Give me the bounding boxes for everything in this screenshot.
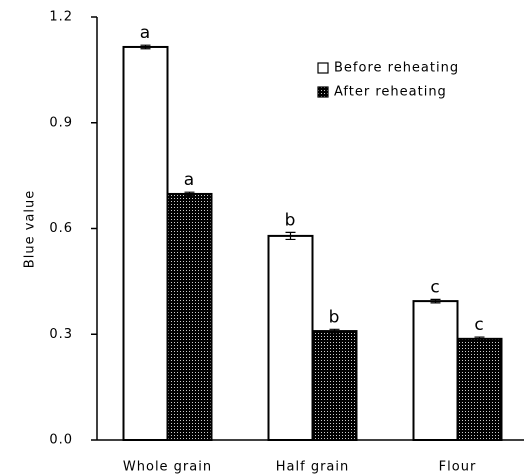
y-tick-label: 0.3 — [49, 327, 73, 342]
x-tick-label: Flour — [439, 460, 477, 475]
x-tick-label: Whole grain — [123, 460, 212, 475]
y-tick-label: 0.0 — [49, 433, 73, 448]
bar — [267, 234, 314, 441]
y-axis-label: Blue value — [23, 190, 38, 268]
x-tick-label: Half grain — [276, 460, 349, 475]
error-bar — [184, 191, 195, 197]
annotation: b — [329, 307, 341, 327]
error-bar — [474, 336, 485, 342]
annotation: b — [285, 210, 297, 230]
bar — [122, 45, 169, 442]
annotation: a — [140, 23, 151, 43]
bar — [412, 300, 459, 441]
legend-label: Before reheating — [334, 61, 459, 76]
y-tick-label: 0.9 — [49, 115, 73, 130]
y-tick-label: 0.6 — [49, 221, 73, 236]
error-bar — [329, 328, 340, 334]
bar — [456, 337, 503, 441]
legend-swatch — [317, 62, 329, 74]
annotation: a — [184, 170, 195, 190]
error-bar — [430, 298, 441, 304]
legend-swatch — [317, 86, 329, 98]
legend-label: After reheating — [334, 85, 447, 100]
bar — [166, 192, 213, 441]
error-bar — [140, 44, 151, 50]
error-bar — [285, 231, 296, 241]
annotation: c — [430, 277, 440, 297]
annotation: c — [474, 315, 484, 335]
y-tick-label: 1.2 — [49, 10, 73, 25]
bar — [311, 330, 358, 442]
